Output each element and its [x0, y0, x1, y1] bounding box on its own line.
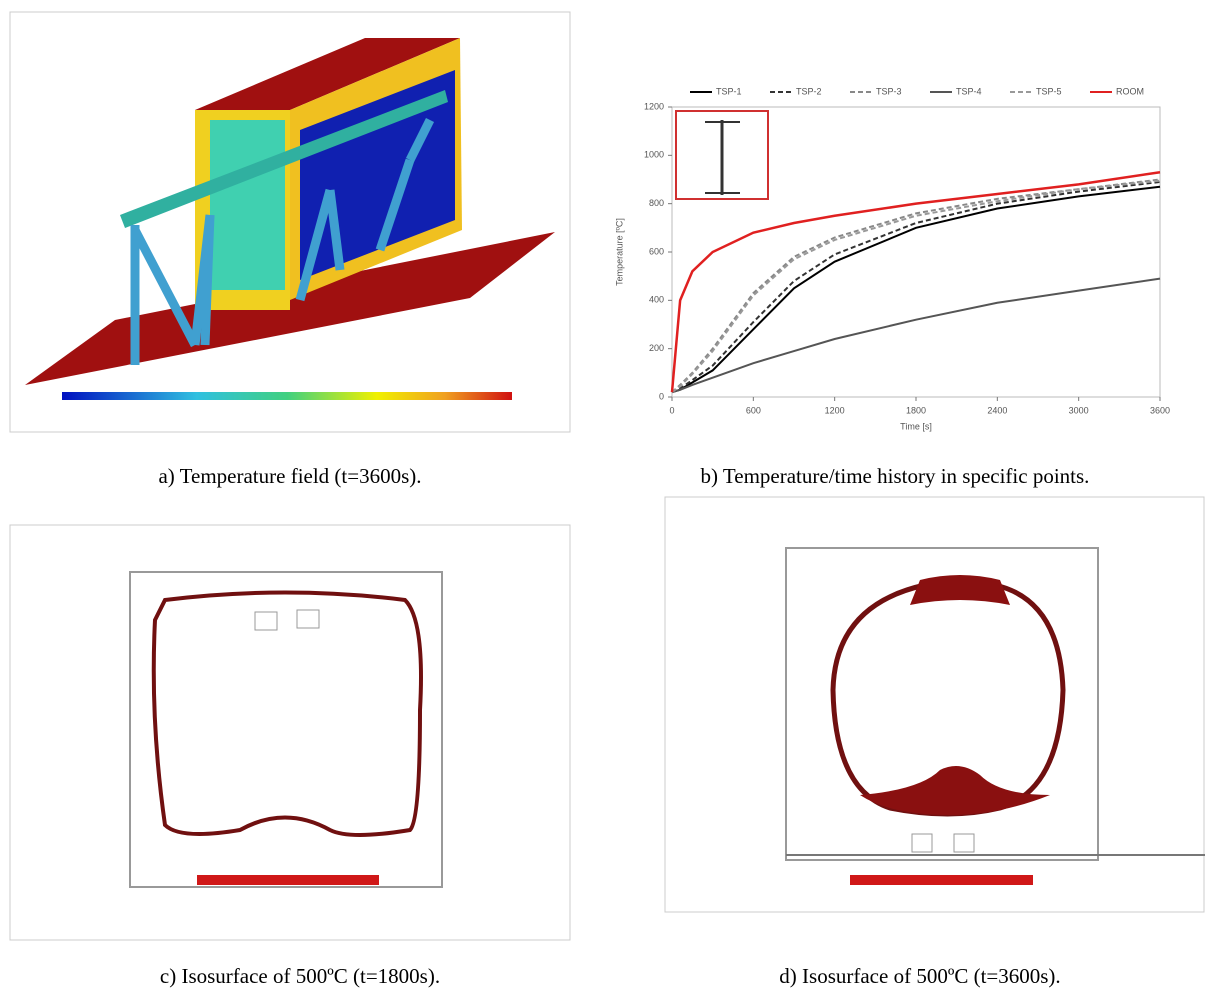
x-tick-label: 600 — [746, 405, 761, 415]
frame — [664, 496, 1205, 913]
y-tick-label: 0 — [659, 391, 664, 401]
y-tick-label: 1000 — [644, 150, 664, 160]
series-line — [671, 185, 1161, 394]
x-tick-label: 3600 — [1150, 405, 1170, 415]
series-line — [671, 180, 1161, 394]
panel-b: b) Temperature/time history in specific … — [614, 86, 1170, 488]
caption: b) Temperature/time history in specific … — [701, 464, 1090, 488]
x-axis-label: Time [s] — [900, 421, 932, 431]
legend-label: TSP-3 — [876, 86, 902, 96]
wall-top — [195, 38, 460, 110]
isosurface-bottom — [860, 766, 1050, 815]
legend-label: ROOM — [1116, 86, 1144, 96]
caption: a) Temperature field (t=3600s). — [158, 464, 421, 488]
isosurface-top — [910, 575, 1010, 605]
box — [911, 833, 933, 853]
series-line — [670, 171, 1161, 393]
wall-inner — [210, 120, 285, 290]
beam — [120, 90, 448, 228]
box — [296, 609, 320, 629]
panel-d: d) Isosurface of 500ºC (t=3600s). — [664, 496, 1205, 988]
y-tick-label: 200 — [649, 343, 664, 353]
y-tick-label: 800 — [649, 198, 664, 208]
domain — [785, 547, 1099, 861]
colorbar — [197, 875, 379, 885]
box — [953, 833, 975, 853]
box — [254, 611, 278, 631]
x-tick-label: 2400 — [987, 405, 1007, 415]
x-tick-label: 3000 — [1069, 405, 1089, 415]
x-tick-label: 1800 — [906, 405, 926, 415]
caption: d) Isosurface of 500ºC (t=3600s). — [779, 964, 1060, 988]
legend-label: TSP-1 — [716, 86, 742, 96]
y-axis-label: Temperature [ºC] — [614, 218, 624, 286]
panel-a: a) Temperature field (t=3600s). — [9, 11, 571, 488]
legend-label: TSP-5 — [1036, 86, 1062, 96]
y-tick-label: 1200 — [644, 101, 664, 111]
caption: c) Isosurface of 500ºC (t=1800s). — [160, 964, 440, 988]
legend-label: TSP-2 — [796, 86, 822, 96]
truss — [130, 117, 435, 365]
isosurface — [151, 590, 423, 837]
y-tick-label: 600 — [649, 246, 664, 256]
legend-label: TSP-4 — [956, 86, 982, 96]
series-line — [671, 277, 1161, 394]
panel-c: c) Isosurface of 500ºC (t=1800s). — [9, 524, 571, 988]
x-tick-label: 1200 — [825, 405, 845, 415]
domain — [129, 571, 443, 888]
colorbar — [850, 875, 1033, 885]
x-tick-label: 0 — [669, 405, 674, 415]
inset — [675, 110, 769, 200]
colorbar — [62, 392, 512, 400]
y-tick-label: 400 — [649, 295, 664, 305]
